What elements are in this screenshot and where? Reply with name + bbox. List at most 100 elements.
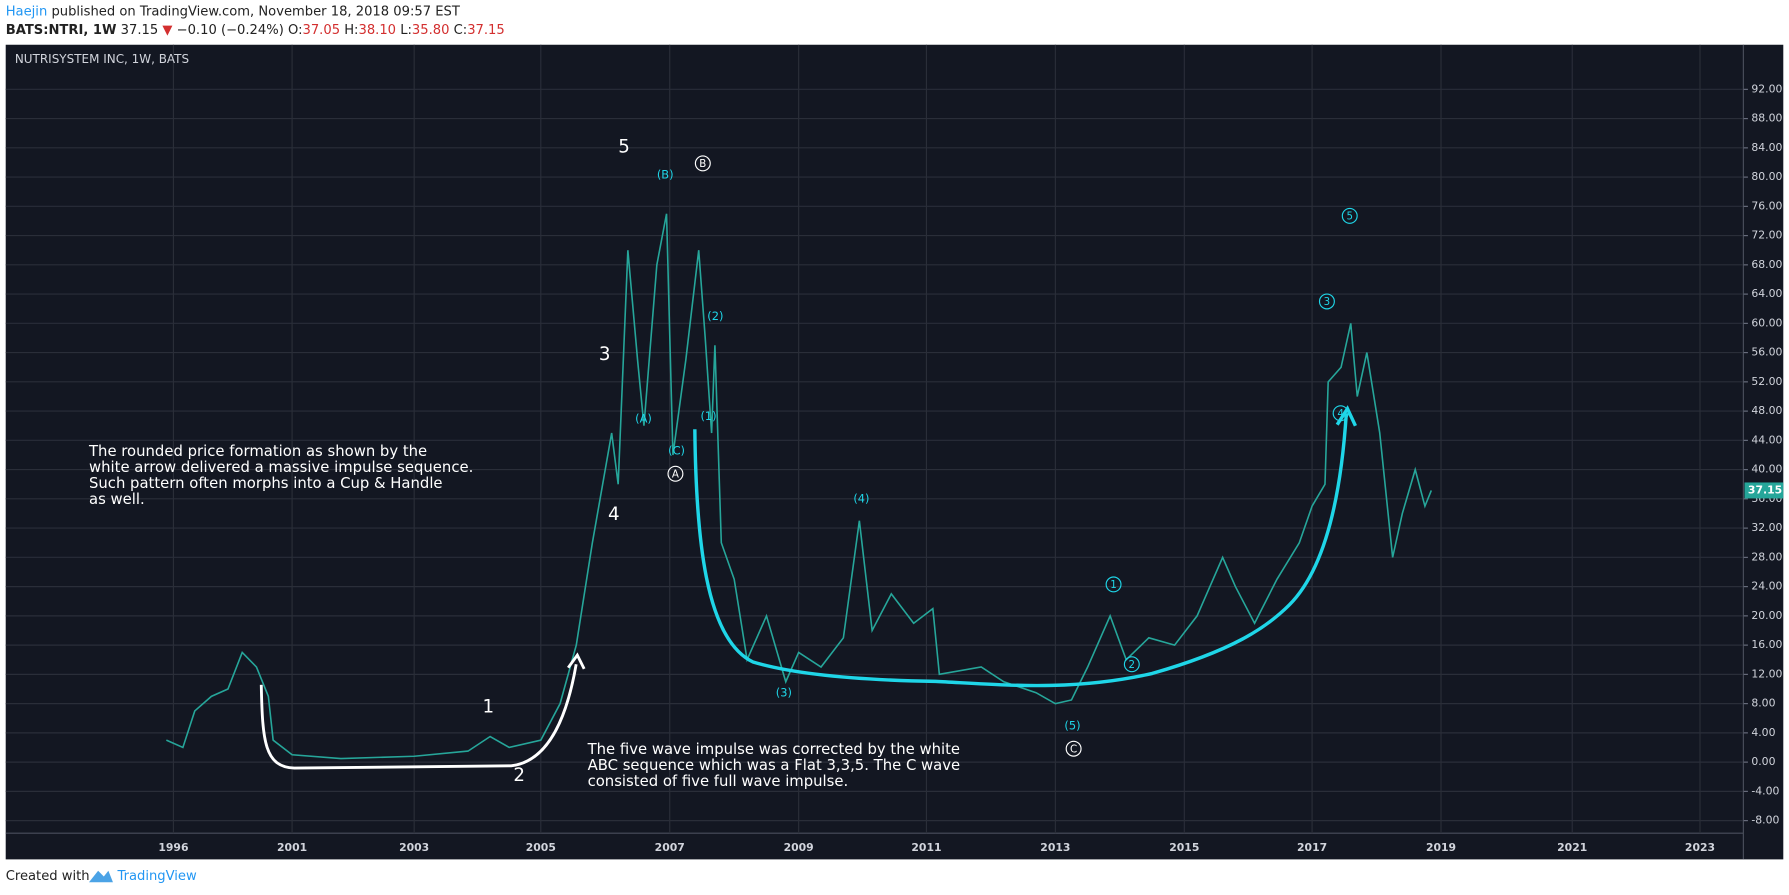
y-tick-label: -4.00 <box>1751 784 1779 797</box>
tradingview-logo <box>88 870 113 883</box>
y-tick-label: 16.00 <box>1751 638 1782 651</box>
note-line: The five wave impulse was corrected by t… <box>587 741 960 758</box>
chart-area <box>5 44 1784 860</box>
y-tick-label: 28.00 <box>1751 550 1782 563</box>
arrow: ▼ <box>162 22 173 37</box>
ohlc-value: 35.80 <box>412 22 450 37</box>
y-tick-label: 12.00 <box>1751 667 1782 680</box>
ohlc-key: L: <box>400 22 412 37</box>
note-line: consisted of five full wave impulse. <box>588 773 849 790</box>
last-price-box <box>1744 482 1784 499</box>
y-tick-label: 8.00 <box>1751 697 1775 710</box>
wave-circle <box>694 155 711 172</box>
wave-label: 3 <box>1324 296 1331 308</box>
wave-label: (2) <box>707 309 723 323</box>
y-tick-label: 24.00 <box>1751 580 1782 593</box>
wave-label: (3) <box>776 685 792 699</box>
note-line: ABC sequence which was a Flat 3,3,5. The… <box>588 757 961 774</box>
cyan-curve <box>693 413 1349 688</box>
note-line: as well. <box>89 491 145 508</box>
x-tick-label: 2019 <box>1426 841 1456 854</box>
last: 37.15 <box>121 22 159 37</box>
y-tick-label: 64.00 <box>1751 287 1782 300</box>
x-tick-label: 2005 <box>526 841 556 854</box>
x-tick-label: 2015 <box>1169 841 1199 854</box>
wave-label: 4 <box>608 504 620 525</box>
y-tick-label: 4.00 <box>1751 726 1775 739</box>
y-tick-label: 48.00 <box>1751 404 1782 417</box>
y-tick-label: -8.00 <box>1751 814 1779 827</box>
quote-line: BATS:NTRI, 1W 37.15 ▼ −0.10 (−0.24%) O:3… <box>6 22 505 37</box>
note-line: The rounded price formation as shown by … <box>88 443 427 460</box>
note-line: white arrow delivered a massive impulse … <box>89 459 473 476</box>
y-tick-label: 20.00 <box>1751 609 1782 622</box>
y-tick-label: 40.00 <box>1751 463 1782 476</box>
ohlc-value: 37.15 <box>467 22 505 37</box>
ohlc-key: H: <box>344 22 358 37</box>
wave-label: 2 <box>1129 659 1136 671</box>
y-tick-label: 52.00 <box>1751 375 1782 388</box>
price-layer: 37.15 <box>166 213 1784 760</box>
x-tick-label: 2009 <box>784 841 814 854</box>
wave-circle <box>1332 405 1349 422</box>
wave-label: 1 <box>1110 579 1117 591</box>
wave-circle <box>1105 576 1122 593</box>
published: published on TradingView.com, November 1… <box>51 4 460 19</box>
y-tick-label: 84.00 <box>1751 141 1782 154</box>
footer-created: Created with <box>6 869 90 884</box>
note-line: Such pattern often morphs into a Cup & H… <box>89 475 443 492</box>
x-tick-label: 2001 <box>277 841 307 854</box>
footer-brand[interactable]: TradingView <box>117 869 197 884</box>
y-tick-label: 80.00 <box>1751 170 1782 183</box>
header-line: Haejin published on TradingView.com, Nov… <box>6 4 461 19</box>
ohlc-key: O: <box>288 22 303 37</box>
author-link[interactable]: Haejin <box>6 4 48 19</box>
ohlc-value: 37.05 <box>303 22 341 37</box>
wave-label: (5) <box>1064 718 1080 732</box>
x-tick-label: 2023 <box>1685 841 1715 854</box>
wave-label: 3 <box>599 344 611 365</box>
x-tick-label: 2011 <box>911 841 941 854</box>
last-price-label: 37.15 <box>1748 483 1782 496</box>
grid: -8.00 -4.00 0.00 4.00 8.00 12.00 16.00 20.00 24.… <box>5 44 1782 854</box>
wave-label: C <box>1070 743 1077 755</box>
y-tick-label: 44.00 <box>1751 433 1782 446</box>
x-tick-label: 2017 <box>1297 841 1327 854</box>
wave-label: (4) <box>853 491 869 505</box>
wave-label: 5 <box>1346 210 1353 222</box>
y-tick-label: 76.00 <box>1751 199 1782 212</box>
wave-label: 2 <box>513 765 525 786</box>
x-tick-label: 2003 <box>399 841 429 854</box>
change: −0.10 (−0.24%) <box>177 22 284 37</box>
y-tick-label: 92.00 <box>1751 82 1782 95</box>
y-tick-label: 0.00 <box>1751 755 1775 768</box>
wave-label: 1 <box>483 697 495 718</box>
wave-circle <box>1341 207 1358 224</box>
wave-label: 4 <box>1337 408 1344 420</box>
wave-label: A <box>672 468 679 480</box>
wave-label: B <box>699 158 706 170</box>
wave-circle <box>667 465 684 482</box>
wave-label: (1) <box>700 409 716 423</box>
wave-label: (A) <box>635 411 652 425</box>
wave-circle <box>1065 740 1082 757</box>
price-line <box>166 213 1433 760</box>
y-tick-label: 88.00 <box>1751 112 1782 125</box>
wave-label: (B) <box>657 167 674 181</box>
x-tick-label: 2013 <box>1040 841 1070 854</box>
wave-label: (C) <box>668 443 685 457</box>
cyan-arrow-head <box>1335 405 1357 427</box>
x-tick-label: 2021 <box>1557 841 1587 854</box>
white-arrow-head <box>567 652 586 670</box>
chart-title: NUTRISYSTEM INC, 1W, BATS <box>15 52 189 66</box>
x-tick-label: 1996 <box>158 841 188 854</box>
wave-circle <box>1318 293 1335 310</box>
y-tick-label: 32.00 <box>1751 521 1782 534</box>
x-tick-label: 2007 <box>655 841 685 854</box>
wave-circle <box>1123 656 1140 673</box>
white-curve <box>259 664 578 770</box>
wave-label: 5 <box>618 136 630 157</box>
ohlc-key: C: <box>454 22 468 37</box>
